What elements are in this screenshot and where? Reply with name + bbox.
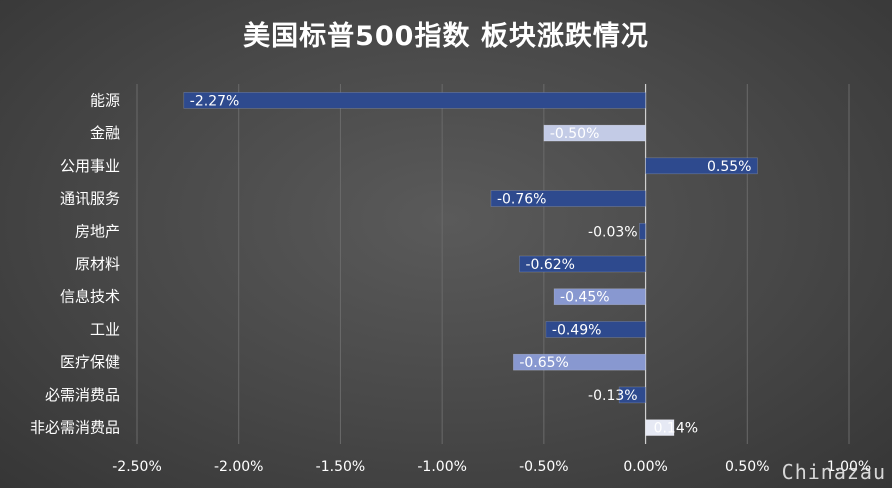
bar bbox=[490, 190, 646, 207]
data-label: -0.50% bbox=[550, 126, 600, 142]
watermark: Chinazau bbox=[781, 460, 886, 484]
data-label: -0.03% bbox=[588, 224, 638, 240]
gridlines bbox=[136, 84, 850, 444]
data-labels: -2.27% -0.50% 0.55% -0.76% -0.03% -0.62% -0.45… bbox=[190, 93, 752, 436]
category-label: 房地产 bbox=[75, 222, 120, 240]
bars bbox=[183, 92, 758, 436]
data-label: -0.49% bbox=[552, 322, 602, 338]
data-label: -0.45% bbox=[560, 290, 610, 306]
data-label: 0.55% bbox=[707, 159, 751, 175]
bar bbox=[645, 419, 675, 436]
category-label: 通讯服务 bbox=[60, 190, 120, 208]
data-label: -0.13% bbox=[588, 388, 638, 404]
category-label: 必需消费品 bbox=[45, 386, 120, 404]
x-tick-label: 0.50% bbox=[725, 459, 769, 475]
data-label: -2.27% bbox=[190, 93, 240, 109]
data-label: -0.62% bbox=[525, 257, 575, 273]
category-label: 信息技术 bbox=[60, 288, 120, 306]
bar bbox=[183, 92, 646, 109]
bar bbox=[639, 222, 646, 240]
bar bbox=[545, 321, 646, 338]
x-tick-label: -2.00% bbox=[214, 459, 264, 475]
data-label: -0.65% bbox=[519, 355, 569, 371]
x-tick-label: -2.50% bbox=[112, 459, 162, 475]
data-label: -0.76% bbox=[497, 192, 547, 208]
category-label: 医疗保健 bbox=[60, 353, 120, 371]
bar bbox=[543, 124, 646, 142]
category-label: 能源 bbox=[90, 91, 120, 109]
x-tick-label: -1.00% bbox=[417, 459, 467, 475]
bar bbox=[513, 353, 646, 371]
category-label: 原材料 bbox=[75, 255, 120, 273]
category-label: 工业 bbox=[90, 320, 120, 338]
bar bbox=[519, 255, 646, 273]
x-tick-label: 0.00% bbox=[623, 459, 667, 475]
category-label: 公用事业 bbox=[60, 157, 120, 175]
category-label: 非必需消费品 bbox=[30, 419, 120, 437]
x-tick-label: -0.50% bbox=[519, 459, 569, 475]
x-tick-label: -1.50% bbox=[316, 459, 366, 475]
data-label: 0.14% bbox=[654, 421, 698, 437]
category-label: 金融 bbox=[90, 124, 120, 142]
x-tick-labels: -2.50% -2.00% -1.50% -1.00% -0.50% 0.00% 0.50%… bbox=[112, 459, 871, 475]
chart-title: 美国标普500指数 板块涨跌情况 bbox=[243, 21, 649, 52]
bar bbox=[645, 157, 758, 175]
x-tick-label: 1.00% bbox=[827, 459, 871, 475]
bar bbox=[553, 288, 646, 306]
bar bbox=[618, 386, 646, 404]
